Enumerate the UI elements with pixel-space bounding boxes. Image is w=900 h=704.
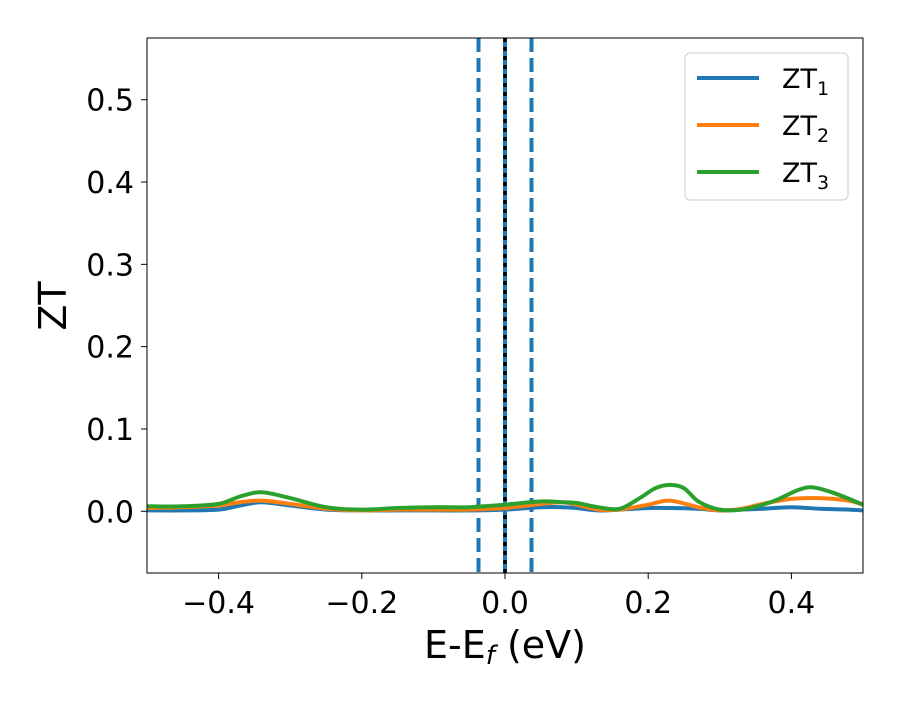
x-axis-label: E-Ef (eV) [424,623,586,671]
legend-box [684,52,849,201]
y-tick-label: 0.4 [86,166,134,201]
y-tick-label: 0.0 [86,495,134,530]
y-tick-label: 0.1 [86,413,134,448]
legend-label-zt1: ZT1 [782,64,829,100]
y-tick-label: 0.5 [86,84,134,119]
y-axis-label: ZT [31,281,75,331]
y-tick-label: 0.2 [86,331,134,366]
series-line-zt3 [147,482,863,513]
legend-label-zt2: ZT2 [782,111,829,147]
legend-label-zt3: ZT3 [782,158,829,194]
legend: ZT1 ZT2 ZT3 [684,52,849,201]
x-tick-label: 0.4 [768,586,816,621]
x-tick-label: 0.2 [624,586,672,621]
y-tick-label: 0.3 [86,248,134,283]
x-tick-label: −0.2 [325,586,398,621]
x-tick-label: −0.4 [182,586,255,621]
x-tick-label: 0.0 [481,586,529,621]
